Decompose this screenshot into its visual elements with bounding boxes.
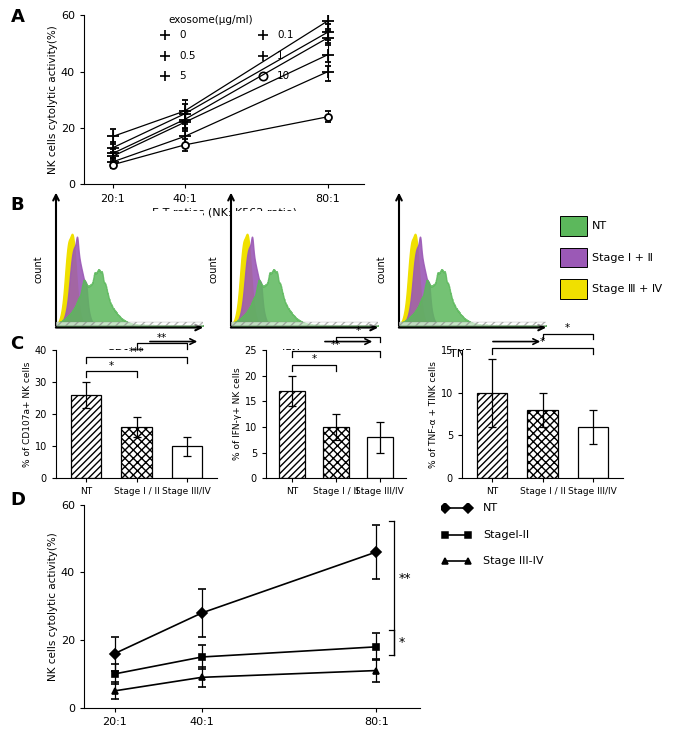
Bar <box>279 391 305 478</box>
Bar <box>172 446 202 478</box>
Text: *: * <box>108 361 114 370</box>
Text: 1: 1 <box>277 50 284 61</box>
Text: C: C <box>10 335 24 353</box>
Text: NT: NT <box>483 503 498 514</box>
Y-axis label: % of IFN-γ+ NK cells: % of IFN-γ+ NK cells <box>232 367 241 461</box>
Text: Stage III-IV: Stage III-IV <box>483 556 543 566</box>
Y-axis label: % of TNF-α + TINK cells: % of TNF-α + TINK cells <box>429 361 438 468</box>
Text: **: ** <box>157 333 167 343</box>
Bar <box>323 427 349 478</box>
Text: 10: 10 <box>277 71 290 81</box>
Text: IFN-γ: IFN-γ <box>282 349 318 358</box>
Text: A: A <box>10 8 25 26</box>
Text: *: * <box>312 355 316 364</box>
Text: *: * <box>565 323 570 333</box>
Text: **: ** <box>398 572 411 585</box>
Text: count: count <box>34 255 43 283</box>
Text: B: B <box>10 196 24 214</box>
Y-axis label: NK cells cytolytic activity(%): NK cells cytolytic activity(%) <box>48 532 58 681</box>
Text: 5: 5 <box>179 71 186 81</box>
Y-axis label: NK cells cytolytic activity(%): NK cells cytolytic activity(%) <box>48 26 58 174</box>
Text: CD107a: CD107a <box>107 349 159 358</box>
Text: 0.5: 0.5 <box>179 50 196 61</box>
Y-axis label: % of CD107a+ NK cells: % of CD107a+ NK cells <box>23 361 32 467</box>
Bar <box>578 427 608 478</box>
Text: count: count <box>377 255 386 283</box>
Bar <box>477 393 508 478</box>
Text: 0.1: 0.1 <box>277 30 294 41</box>
Text: *: * <box>356 326 360 336</box>
Bar <box>527 410 558 478</box>
Text: 0: 0 <box>179 30 186 41</box>
Text: **: ** <box>331 340 341 350</box>
Text: TNF-α: TNF-α <box>450 349 490 358</box>
Text: StageI-II: StageI-II <box>483 529 529 540</box>
Text: exosome(μg/ml): exosome(μg/ml) <box>168 15 253 25</box>
Text: count: count <box>209 255 218 283</box>
Text: ***: *** <box>129 346 144 357</box>
Text: *: * <box>540 337 545 347</box>
Text: D: D <box>10 491 25 509</box>
Text: NT: NT <box>592 221 607 231</box>
Bar <box>71 395 101 478</box>
Bar <box>121 427 152 478</box>
Text: *: * <box>398 636 405 649</box>
Text: Stage Ⅲ + Ⅳ: Stage Ⅲ + Ⅳ <box>592 284 662 294</box>
X-axis label: E:T ratios (NK: K562 ratio): E:T ratios (NK: K562 ratio) <box>151 208 297 218</box>
Text: Stage Ⅰ + Ⅱ: Stage Ⅰ + Ⅱ <box>592 252 652 263</box>
Bar <box>367 437 393 478</box>
